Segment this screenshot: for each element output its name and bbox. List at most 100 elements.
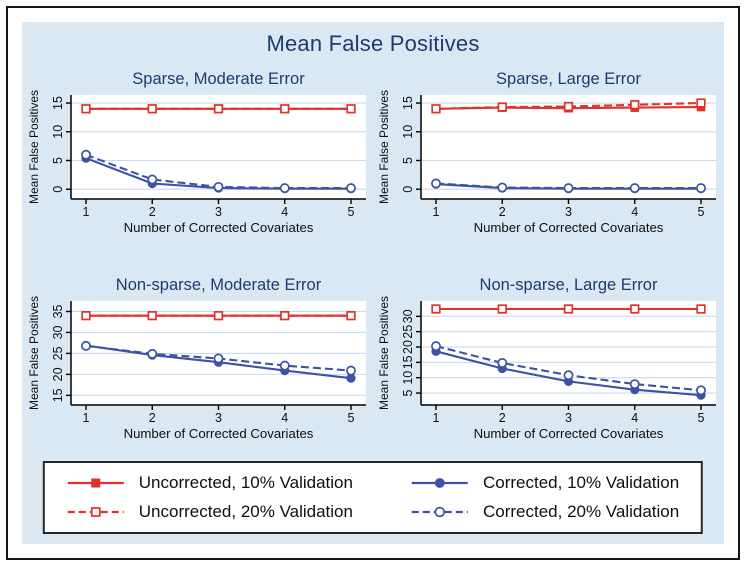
legend-item-label: Corrected, 20% Validation: [482, 502, 680, 521]
circle-open-marker: [629, 379, 640, 390]
y-tick-label: 35: [51, 304, 65, 318]
y-tick-label: 0: [51, 186, 65, 193]
y-tick-label: 20: [401, 340, 415, 354]
x-tick-label: 1: [433, 205, 440, 219]
square-open-marker: [280, 104, 290, 114]
legend-item: Corrected, 10% Validation: [411, 473, 679, 493]
y-axis-title: Mean False Positives: [377, 296, 391, 410]
y-tick-label: 25: [401, 325, 415, 339]
circle-open-marker: [434, 506, 446, 518]
square-filled-marker: [91, 478, 101, 488]
circle-open-marker: [213, 181, 224, 192]
subplot-title: Non-sparse, Large Error: [480, 276, 658, 294]
square-open-marker: [346, 311, 356, 321]
circle-open-marker: [497, 182, 508, 193]
square-open-marker: [81, 311, 91, 321]
x-axis-title: Number of Corrected Covariates: [124, 220, 314, 235]
x-axis-title: Number of Corrected Covariates: [474, 220, 664, 235]
legend-item: Corrected, 20% Validation: [411, 502, 679, 522]
x-tick-label: 5: [348, 411, 355, 425]
x-axis-title: Number of Corrected Covariates: [124, 426, 314, 441]
legend-item-label: Corrected, 10% Validation: [482, 473, 680, 492]
legend-line-marker-icon: [411, 506, 468, 518]
x-tick-label: 4: [631, 411, 638, 425]
square-open-marker: [147, 104, 157, 114]
plots-grid: 0 5 10 15 1 2 3 4 5 Sparse, Moderate Error Mean Fa…: [23, 69, 723, 447]
x-tick-label: 4: [631, 205, 638, 219]
figure-outer-border: Mean False Positives 0 5 10 15 1 2 3 4 5 Sparse, …: [6, 6, 740, 560]
circle-open-marker: [346, 183, 356, 194]
y-tick-label: 10: [401, 125, 415, 139]
circle-open-marker: [81, 340, 91, 351]
subplot-title: Non-sparse, Moderate Error: [116, 276, 322, 294]
y-tick-label: 0: [401, 186, 415, 193]
square-open-marker: [630, 304, 640, 314]
circle-filled-marker: [435, 478, 445, 488]
x-tick-label: 3: [215, 205, 222, 219]
x-tick-label: 2: [499, 205, 506, 219]
circle-open-marker: [629, 183, 640, 194]
square-open-marker: [213, 311, 224, 321]
square-open-marker: [563, 304, 574, 314]
circle-open-marker: [431, 341, 441, 352]
legend-line-marker-icon: [67, 478, 124, 488]
circle-open-marker: [497, 358, 508, 368]
square-open-marker: [497, 102, 507, 112]
subplot-title: Sparse, Moderate Error: [132, 70, 305, 88]
square-open-marker: [696, 304, 706, 314]
y-tick-label: 5: [401, 157, 415, 164]
x-axis-title: Number of Corrected Covariates: [474, 426, 664, 441]
square-open-marker: [147, 311, 157, 321]
figure-panel: Mean False Positives 0 5 10 15 1 2 3 4 5 Sparse, …: [22, 22, 724, 544]
x-tick-label: 5: [698, 205, 705, 219]
subplot-sparse-large-error: 0 5 10 15 1 2 3 4 5 Sparse, Large Error Mean False…: [373, 69, 723, 241]
nonsparse-moderate-error-plot: 15 20 25 30 35 1 2 3 4 5 Non-sparse, Moderate Erro…: [27, 276, 366, 441]
square-open-marker: [280, 311, 290, 321]
x-tick-label: 1: [83, 411, 90, 425]
square-open-marker: [696, 98, 706, 108]
legend-item: Uncorrected, 20% Validation: [67, 502, 353, 522]
y-tick-label: 15: [51, 96, 65, 110]
circle-open-marker: [147, 348, 158, 359]
y-tick-label: 30: [51, 325, 65, 339]
square-open-marker: [81, 104, 91, 114]
subplot-nonsparse-large-error: 5 10 15 20 25 30 1 2 3 4 5 Non-sparse, Large Error M…: [373, 275, 723, 447]
legend-item: Uncorrected, 10% Validation: [67, 473, 353, 493]
x-tick-label: 4: [281, 411, 288, 425]
legend-line-marker-icon: [411, 478, 468, 488]
y-tick-label: 10: [401, 371, 415, 385]
legend-line-marker-icon: [67, 507, 124, 517]
circle-open-marker: [346, 365, 356, 376]
x-tick-label: 4: [281, 205, 288, 219]
y-axis-title: Mean False Positives: [27, 90, 41, 204]
legend-item-label: Uncorrected, 10% Validation: [138, 473, 353, 492]
x-tick-label: 3: [215, 411, 222, 425]
square-open-marker: [497, 304, 507, 314]
y-tick-label: 15: [401, 355, 415, 369]
x-tick-label: 3: [565, 205, 572, 219]
x-tick-label: 5: [348, 205, 355, 219]
x-tick-label: 5: [698, 411, 705, 425]
circle-open-marker: [563, 183, 574, 194]
square-open-marker: [563, 101, 574, 112]
square-open-marker: [431, 104, 441, 114]
circle-open-marker: [696, 385, 706, 396]
square-open-marker: [630, 100, 640, 110]
circle-open-marker: [431, 178, 441, 189]
y-tick-label: 30: [401, 309, 415, 323]
sparse-large-error-plot: 0 5 10 15 1 2 3 4 5 Sparse, Large Error Mean False…: [377, 70, 716, 235]
subplot-sparse-moderate-error: 0 5 10 15 1 2 3 4 5 Sparse, Moderate Error Mean Fa…: [23, 69, 373, 241]
subplot-title: Sparse, Large Error: [496, 70, 641, 88]
y-axis-title: Mean False Positives: [27, 296, 41, 410]
x-tick-label: 1: [83, 205, 90, 219]
y-tick-label: 15: [51, 388, 65, 402]
figure-title: Mean False Positives: [266, 31, 480, 56]
sparse-moderate-error-plot: 0 5 10 15 1 2 3 4 5 Sparse, Moderate Error Mean Fa…: [27, 70, 366, 235]
square-open-marker: [431, 304, 441, 314]
y-tick-label: 5: [51, 157, 65, 164]
circle-open-marker: [563, 370, 574, 381]
square-open-marker: [346, 104, 356, 114]
circle-open-marker: [81, 149, 91, 160]
